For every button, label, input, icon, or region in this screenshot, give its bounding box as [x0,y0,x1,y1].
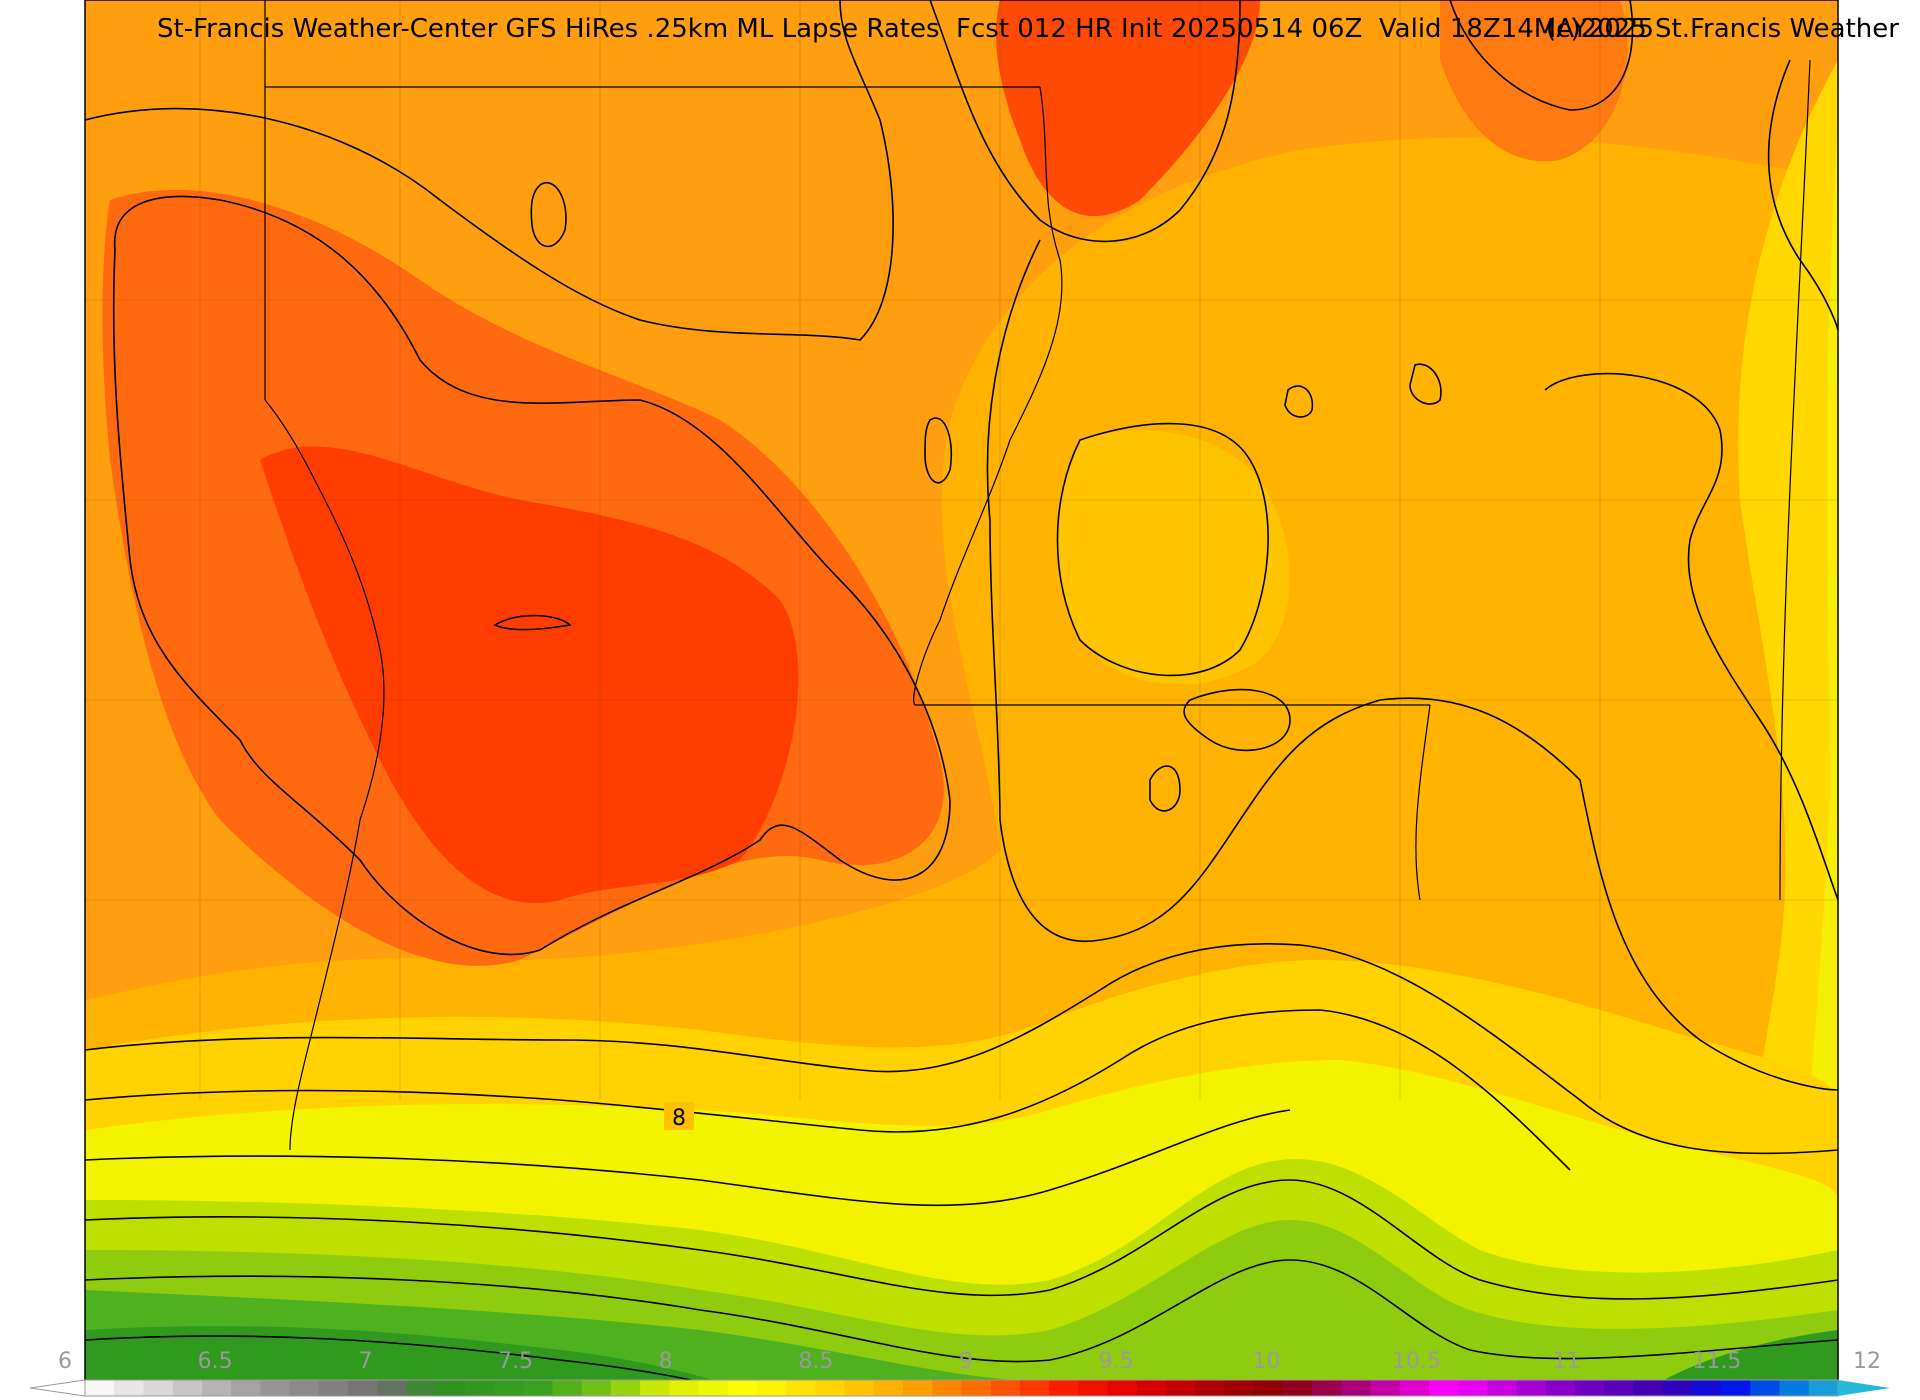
colorbar-cell [1516,1380,1547,1396]
colorbar-cell [172,1380,203,1396]
colorbar-cell [523,1380,553,1396]
colorbar-cell [289,1380,320,1396]
colorbar-cell [727,1380,758,1396]
colorbar-cell [1604,1380,1634,1396]
colorbar-cell [640,1380,670,1396]
colorbar-tick-label: 10 [1252,1349,1280,1374]
colorbar-cell [1107,1380,1138,1396]
lapse-rate-fill [85,0,1838,1382]
colorbar-cell [143,1380,174,1396]
colorbar-cell [201,1380,232,1396]
colorbar-cell [873,1380,904,1396]
colorbar-cell [85,1380,115,1396]
colorbar-tick-label: 9.5 [1099,1349,1134,1374]
colorbar-cell [464,1380,495,1396]
colorbar-cell [1312,1380,1342,1396]
colorbar-right-arrow [1838,1380,1890,1396]
colorbar-cell [1458,1380,1488,1396]
colorbar-cell [581,1380,612,1396]
colorbar-cell [698,1380,729,1396]
colorbar-cell [1633,1380,1664,1396]
colorbar-tick-label: 6.5 [198,1349,233,1374]
colorbar-cell [844,1380,875,1396]
colorbar-cell [815,1380,846,1396]
colorbar-tick-label: 6 [58,1349,72,1374]
colorbar-cell [318,1380,349,1396]
contour-label: 8 [672,1106,686,1131]
colorbar-cell [756,1380,787,1396]
colorbar-cell [990,1380,1021,1396]
state-borders [264,0,1811,1151]
colorbar-cell [1282,1380,1313,1396]
colorbar-cells [84,1379,1839,1397]
colorbar-cell [786,1380,816,1396]
colorbar-cell [114,1380,144,1396]
title-right: (c)2025 St.Francis Weather [1546,14,1899,44]
colorbar-cell [1750,1380,1781,1396]
colorbar-cell [260,1380,291,1396]
colorbar-cell [1487,1380,1518,1396]
contour-label-bg [664,1102,694,1130]
colorbar-cell [1691,1380,1722,1396]
colorbar-left-arrow [29,1379,86,1397]
colorbar: 6 6.5 7 7.5 8 8.5 9 9.5 10 10.5 11 11.5 12 [29,1349,1890,1397]
colorbar-tick-label: 12 [1853,1349,1881,1374]
colorbar-cell [1428,1380,1459,1396]
colorbar-tick-label: 11.5 [1692,1349,1741,1374]
colorbar-cell [1049,1380,1079,1396]
colorbar-cell [903,1380,933,1396]
colorbar-tick-label: 10.5 [1392,1349,1441,1374]
map-title: St-Francis Weather-Center GFS HiRes .25k… [0,14,1920,54]
colorbar-cell [406,1380,437,1396]
colorbar-cell [669,1380,700,1396]
colorbar-tick-label: 7 [358,1349,372,1374]
colorbar-cell [1779,1380,1810,1396]
colorbar-cell [1136,1380,1167,1396]
colorbar-cell [347,1380,378,1396]
colorbar-cell [610,1380,641,1396]
colorbar-cell [1253,1380,1284,1396]
colorbar-cell [1808,1380,1839,1396]
colorbar-tick-label: 8 [659,1349,673,1374]
colorbar-tick-label: 9 [959,1349,973,1374]
colorbar-cell [932,1380,962,1396]
colorbar-cell [435,1380,466,1396]
colorbar-cell [1370,1380,1401,1396]
colorbar-cell [1662,1380,1693,1396]
colorbar-cell [552,1380,583,1396]
colorbar-tick-label: 7.5 [498,1349,533,1374]
colorbar-tick-label: 8.5 [798,1349,833,1374]
colorbar-cell [1399,1380,1430,1396]
colorbar-cell [1545,1380,1576,1396]
colorbar-cell [1078,1380,1109,1396]
colorbar-cell [1019,1380,1050,1396]
colorbar-cell [1341,1380,1372,1396]
colorbar-cell [377,1380,407,1396]
colorbar-cell [1166,1380,1196,1396]
colorbar-cell [494,1380,524,1396]
county-borders [85,0,1838,1100]
colorbar-cell [1195,1380,1225,1396]
colorbar-ticks: 6 6.5 7 7.5 8 8.5 9 9.5 10 10.5 11 11.5 12 [58,1349,1881,1374]
colorbar-tick-label: 11 [1553,1349,1581,1374]
colorbar-cell [1575,1380,1605,1396]
colorbar-cell [1721,1380,1751,1396]
colorbar-cell [1224,1380,1255,1396]
title-left: St-Francis Weather-Center GFS HiRes .25k… [157,14,1655,44]
colorbar-cell [231,1380,261,1396]
colorbar-cell [961,1380,992,1396]
contour-lines [85,0,1838,1382]
